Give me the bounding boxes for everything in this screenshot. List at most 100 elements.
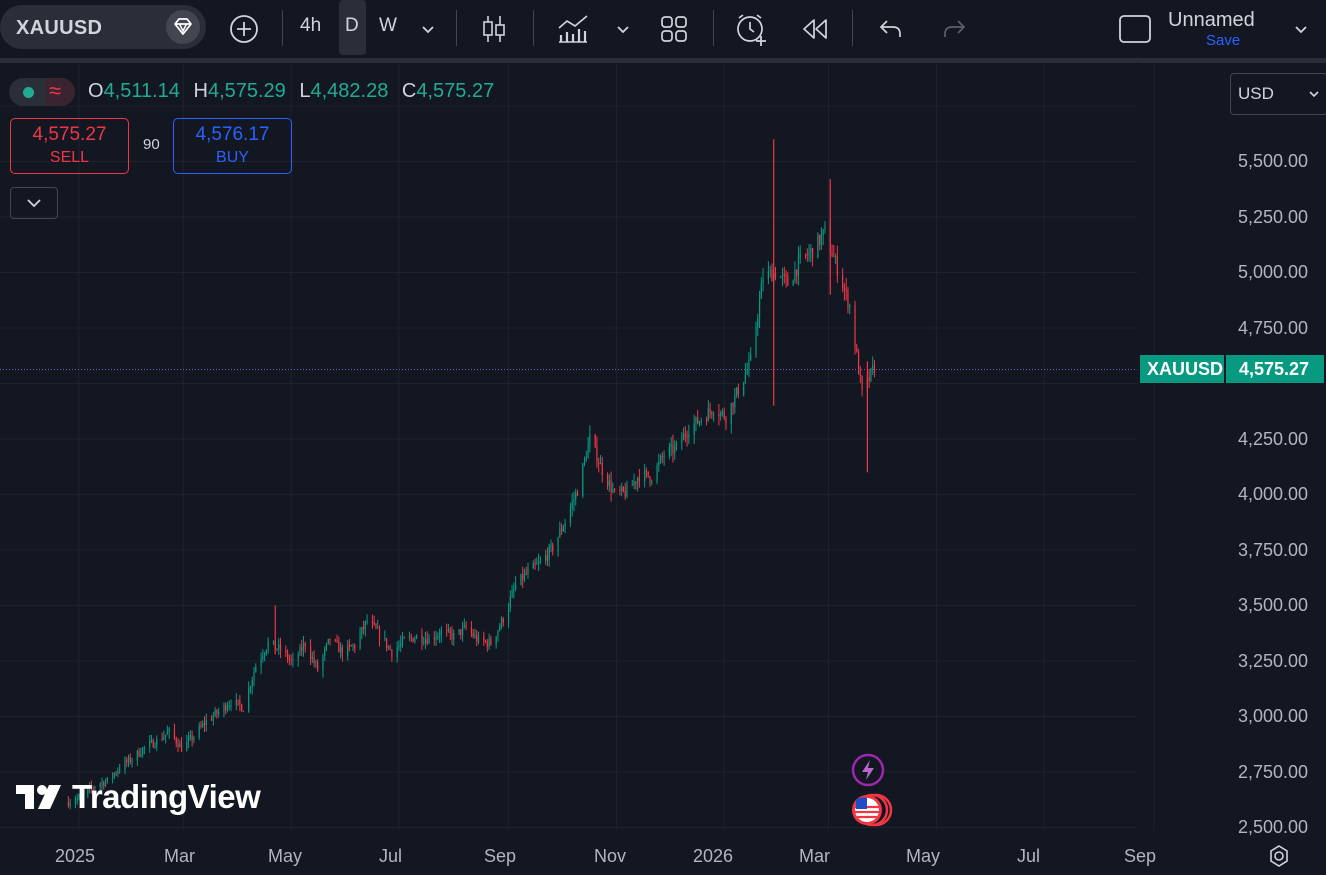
interval-w[interactable]: W xyxy=(379,15,397,36)
candle-body xyxy=(746,369,748,374)
redo-icon[interactable] xyxy=(934,9,974,49)
candle-body xyxy=(210,719,213,721)
time-tick: Nov xyxy=(594,846,627,866)
open-label: O xyxy=(88,80,104,102)
candle-body xyxy=(297,655,299,660)
chart-settings-gear-icon[interactable] xyxy=(1266,843,1292,874)
candle-body xyxy=(845,289,847,291)
candle-body xyxy=(449,629,451,634)
symbol-diamond-icon[interactable] xyxy=(166,10,200,44)
candle-body xyxy=(857,351,860,375)
us-economic-event-icon[interactable] xyxy=(848,792,896,833)
price-tick: 2,750.00 xyxy=(1238,762,1309,782)
replay-rewind-icon[interactable] xyxy=(795,9,835,49)
save-link[interactable]: Save xyxy=(1206,32,1241,49)
candle-body xyxy=(658,461,660,466)
candle-body xyxy=(276,648,278,650)
candle-body xyxy=(385,638,388,648)
candle-body xyxy=(474,635,476,637)
last-price-value: 4,575.27 xyxy=(1239,359,1310,379)
candle-body xyxy=(241,704,243,712)
tradingview-logo[interactable]: TradingView xyxy=(14,778,261,815)
candle-body xyxy=(785,274,787,277)
sell-button[interactable]: 4,575.27 SELL xyxy=(10,118,129,174)
candle-body xyxy=(440,630,442,636)
candle-body xyxy=(304,643,306,647)
candle-body xyxy=(103,782,105,786)
undo-icon[interactable] xyxy=(871,9,911,49)
candle-body xyxy=(214,710,216,716)
candle-body xyxy=(163,737,165,740)
candle-body xyxy=(675,442,678,446)
candle-body xyxy=(705,420,708,422)
candle-body xyxy=(688,434,690,438)
candle-body xyxy=(589,434,591,445)
candle-body xyxy=(453,633,455,640)
candle-body xyxy=(126,760,128,763)
candle-body xyxy=(709,408,711,412)
currency-select[interactable]: USD xyxy=(1230,73,1326,115)
candle-body xyxy=(695,417,697,424)
candle-body xyxy=(286,652,289,660)
market-status-indicator[interactable]: ≈ xyxy=(9,78,75,106)
candle-body xyxy=(750,354,752,360)
candle-body xyxy=(299,646,301,656)
candle-body xyxy=(375,624,377,629)
candle-body xyxy=(822,229,824,235)
candle-body xyxy=(513,588,515,591)
candle-body xyxy=(573,499,575,502)
candle-body xyxy=(545,555,547,562)
candle-body xyxy=(796,269,798,276)
add-symbol-icon[interactable] xyxy=(224,9,264,49)
candle-style-icon[interactable] xyxy=(474,9,514,49)
interval-d[interactable]: D xyxy=(345,15,359,36)
candle-body xyxy=(532,563,534,569)
indicators-chevron-down-icon[interactable] xyxy=(603,9,643,49)
candle-body xyxy=(760,283,762,299)
close-value: 4,575.27 xyxy=(416,80,495,102)
time-tick: Mar xyxy=(164,846,195,866)
candle-body xyxy=(458,629,460,634)
candle-body xyxy=(401,637,404,643)
candle-body xyxy=(106,777,108,782)
candle-body xyxy=(311,657,313,659)
symbol-search[interactable]: XAUUSD xyxy=(0,5,206,49)
candle-body xyxy=(748,359,750,370)
currency-chevron-down-icon xyxy=(1309,91,1319,98)
indicators-icon[interactable] xyxy=(553,9,593,49)
candle-body xyxy=(127,757,130,763)
candle-body xyxy=(767,271,770,280)
layout-chevron-down-icon[interactable] xyxy=(1281,9,1321,49)
candle-body xyxy=(538,562,540,564)
layout-name[interactable]: Unnamed xyxy=(1168,9,1255,31)
toolbar-divider xyxy=(533,10,534,46)
candle-body xyxy=(329,638,331,640)
buy-button[interactable]: 4,576.17 BUY xyxy=(173,118,292,174)
layout-grid-icon[interactable] xyxy=(654,9,694,49)
candle-body xyxy=(168,728,170,733)
toolbar-divider xyxy=(282,10,283,46)
candle-body xyxy=(587,444,589,459)
candle-body xyxy=(460,629,462,635)
candle-body xyxy=(136,750,138,761)
interval-chevron-down-icon[interactable] xyxy=(408,9,448,49)
candle-series xyxy=(67,139,876,810)
candle-body xyxy=(154,746,156,748)
candle-body xyxy=(718,414,720,417)
flash-event-icon[interactable] xyxy=(850,752,886,793)
alert-clock-icon[interactable] xyxy=(731,9,771,49)
candle-body xyxy=(361,627,363,634)
time-tick: 2025 xyxy=(55,846,96,866)
candle-body xyxy=(856,347,858,352)
interval-4h[interactable]: 4h xyxy=(300,15,322,36)
toolbar-divider xyxy=(713,10,714,46)
candle-body xyxy=(336,640,338,642)
candle-body xyxy=(230,705,232,707)
layout-square-icon[interactable] xyxy=(1115,9,1155,49)
candle-body xyxy=(870,368,872,381)
candle-body xyxy=(302,643,305,651)
candle-body xyxy=(242,711,244,713)
time-tick: Jul xyxy=(1017,846,1041,866)
collapse-legend-button[interactable] xyxy=(10,187,58,219)
